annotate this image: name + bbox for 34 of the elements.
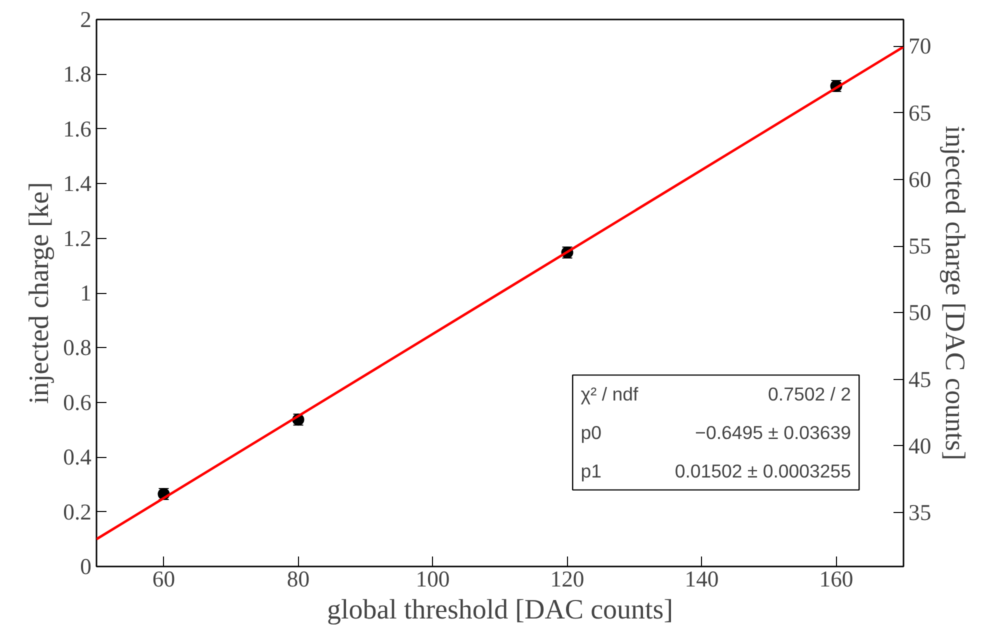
y-tick-label: 1.6 <box>63 116 92 142</box>
y-tick-label: 1 <box>80 280 92 306</box>
annotation: 0.7502 / 2 <box>768 384 852 405</box>
y-tick-label: 0.4 <box>63 444 92 470</box>
annotation: −0.6495 ± 0.03639 <box>695 422 852 443</box>
annotation: p1 <box>580 460 602 482</box>
y2-tick-label: 55 <box>908 234 932 259</box>
y2-tick-label: 65 <box>908 100 932 126</box>
y2-tick-label: 70 <box>908 34 932 59</box>
y2-tick-label: 50 <box>908 300 932 326</box>
x-axis-title: global threshold [DAC counts] <box>326 594 674 626</box>
y-tick-label: 1.8 <box>63 62 92 87</box>
y-tick-label: 0.2 <box>63 499 92 524</box>
x-tick-label: 120 <box>550 566 584 592</box>
y-tick-label: 0 <box>80 554 92 579</box>
y-tick-label: 1.2 <box>63 226 92 251</box>
annotation: p0 <box>580 422 602 443</box>
y2-tick-label: 40 <box>908 433 932 458</box>
x-tick-label: 60 <box>152 566 176 592</box>
y2-axis-title: injected charge [DAC counts] <box>939 126 970 460</box>
x-tick-label: 140 <box>684 566 719 592</box>
y-tick-label: 2 <box>80 7 92 32</box>
y2-tick-label: 45 <box>908 366 932 392</box>
x-tick-label: 160 <box>819 566 854 592</box>
annotation: 0.01502 ± 0.0003255 <box>674 460 852 482</box>
y-tick-label: 0.8 <box>63 335 92 360</box>
y2-tick-label: 60 <box>908 166 932 192</box>
y2-tick-label: 35 <box>908 500 932 526</box>
x-tick-label: 80 <box>286 566 310 592</box>
y-axis-title: injected charge [ke] <box>24 182 56 404</box>
y-tick-label: 1.4 <box>63 171 92 196</box>
annotation: χ² / ndf <box>580 384 640 405</box>
x-tick-label: 100 <box>416 566 450 592</box>
y-tick-label: 0.6 <box>63 390 92 415</box>
